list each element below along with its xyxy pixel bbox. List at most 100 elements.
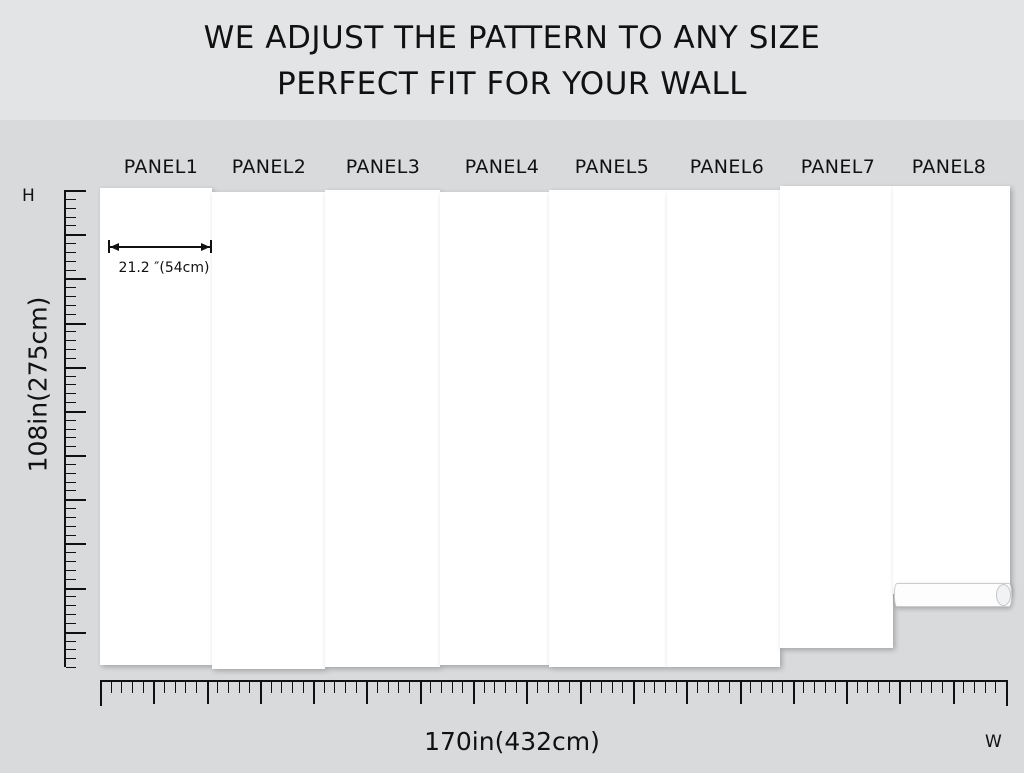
vertical-ruler-tick [66,464,76,465]
arrow-endcap-left [108,240,110,253]
horizontal-ruler-tick [111,682,112,693]
vertical-ruler-tick [66,252,76,253]
vertical-ruler-spine [64,190,66,667]
horizontal-ruler [100,680,1008,708]
vertical-ruler-tick [66,605,76,606]
horizontal-ruler-tick [377,682,378,693]
width-axis-letter: W [985,732,1002,752]
vertical-ruler-tick [66,323,86,325]
vertical-ruler-tick [66,261,76,262]
arrow-line [110,246,210,248]
horizontal-ruler-tick [825,682,826,693]
vertical-ruler-tick [66,508,76,509]
horizontal-ruler-tick [260,682,262,704]
vertical-ruler-tick [66,473,76,474]
wallpaper-panel-8 [893,186,1010,594]
vertical-ruler-tick [66,376,76,377]
horizontal-ruler-tick [569,682,570,693]
horizontal-ruler-tick [899,682,901,704]
vertical-ruler-tick [66,234,86,236]
vertical-ruler-tick [66,437,76,438]
horizontal-ruler-tick [153,682,155,704]
horizontal-ruler-tick [473,682,475,704]
horizontal-ruler-tick [196,682,197,693]
vertical-ruler-tick [66,429,76,430]
panel-label-5: PANEL5 [574,156,650,178]
horizontal-ruler-tick [271,682,272,693]
horizontal-ruler-tick [676,682,677,693]
wallpaper-panel-7 [780,186,893,648]
height-axis-letter: H [22,186,35,206]
horizontal-ruler-tick [292,682,293,693]
arrow-endcap-right [210,240,212,253]
arrow-head-left-icon [110,242,119,251]
vertical-ruler-tick [66,517,76,518]
horizontal-ruler-tick [974,682,975,693]
vertical-ruler-tick [66,349,76,350]
vertical-ruler-tick [66,570,76,571]
horizontal-ruler-tick [303,682,304,693]
horizontal-ruler-tick [398,682,399,693]
panel-label-2: PANEL2 [231,156,307,178]
horizontal-ruler-tick [750,682,751,693]
wall-height-label: 108in(275cm) [23,296,53,473]
headline-line-1: WE ADJUST THE PATTERN TO ANY SIZE [203,20,821,56]
horizontal-ruler-tick [782,682,783,693]
vertical-ruler-tick [66,588,86,590]
horizontal-ruler-tick [207,682,209,704]
horizontal-ruler-tick [686,682,688,704]
vertical-ruler-tick [66,632,86,634]
horizontal-ruler-tick [281,682,282,693]
horizontal-ruler-tick [526,682,528,704]
horizontal-ruler-tick [228,682,229,693]
horizontal-ruler-tick [548,682,549,693]
panel-width-label: 21.2 ″(54cm) [118,260,210,276]
vertical-ruler-tick [66,384,76,385]
horizontal-ruler-spine [100,680,1008,682]
horizontal-ruler-tick [217,682,218,693]
horizontal-ruler-tick [878,682,879,693]
horizontal-ruler-tick [356,682,357,693]
vertical-ruler-tick [66,358,76,359]
wallpaper-panel-4 [440,192,549,665]
horizontal-ruler-tick [740,682,742,704]
vertical-ruler-tick [66,490,76,491]
vertical-ruler-tick [66,552,76,553]
vertical-ruler-tick [66,482,76,483]
panel-label-8: PANEL8 [911,156,987,178]
roll-edge [996,584,1011,606]
vertical-ruler-tick [66,208,76,209]
wallpaper-panel-6 [667,190,780,667]
panel-label-6: PANEL6 [689,156,765,178]
horizontal-ruler-tick [761,682,762,693]
headline-line-2: PERFECT FIT FOR YOUR WALL [277,66,747,102]
vertical-ruler-tick [66,411,86,413]
horizontal-ruler-tick [718,682,719,693]
vertical-ruler-tick [66,658,76,659]
wall-width-label: 170in(432cm) [424,727,600,756]
horizontal-ruler-tick [612,682,613,693]
vertical-ruler-tick [66,543,86,545]
horizontal-ruler-tick [931,682,932,693]
horizontal-ruler-tick [867,682,868,693]
horizontal-ruler-tick [409,682,410,693]
horizontal-ruler-tick [580,682,582,704]
horizontal-ruler-tick [803,682,804,693]
vertical-ruler-tick [66,420,76,421]
horizontal-ruler-tick [516,682,517,693]
vertical-ruler-tick [66,331,76,332]
panel-label-4: PANEL4 [464,156,540,178]
horizontal-ruler-tick [590,682,591,693]
vertical-ruler-tick [66,596,76,597]
horizontal-ruler-tick [100,682,102,704]
horizontal-ruler-tick [910,682,911,693]
vertical-ruler-tick [66,614,76,615]
horizontal-ruler-tick [185,682,186,693]
horizontal-ruler-tick [164,682,165,693]
wallpaper-panel-3 [325,190,440,667]
vertical-ruler-tick [66,455,86,457]
horizontal-ruler-tick [708,682,709,693]
vertical-ruler-tick [66,270,76,271]
horizontal-ruler-tick [644,682,645,693]
horizontal-ruler-tick [835,682,836,693]
